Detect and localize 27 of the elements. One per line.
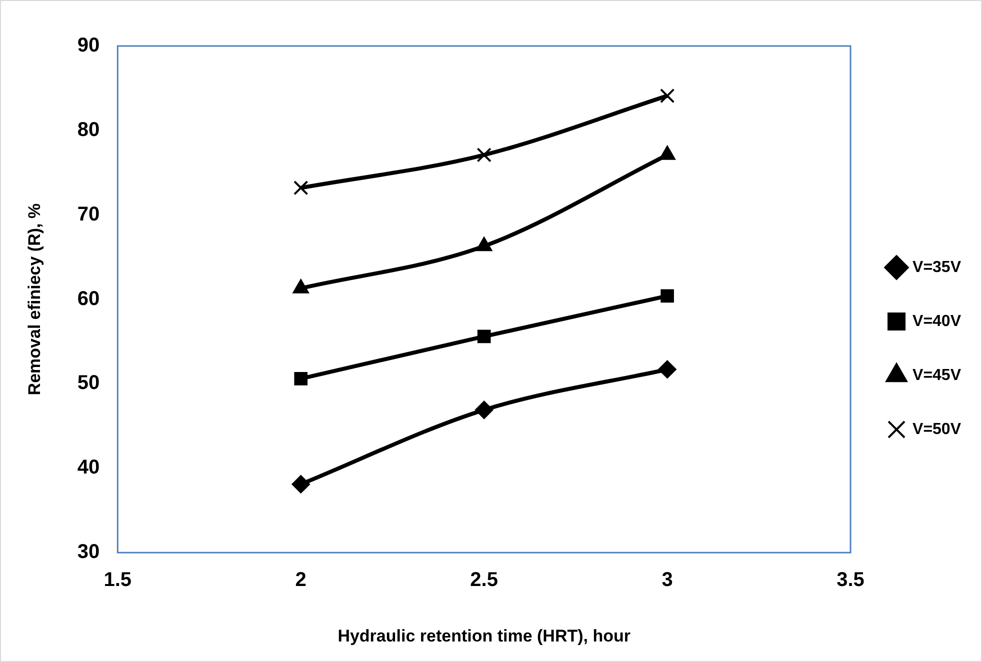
point — [475, 400, 494, 419]
legend-label: V=40V — [912, 312, 962, 330]
y-tick-label: 90 — [77, 34, 100, 57]
point — [476, 148, 492, 162]
x-tick-label: 3.5 — [836, 569, 864, 592]
x-tick-label: 1.5 — [104, 569, 132, 592]
point — [658, 360, 676, 378]
x-tick-label: 2.5 — [470, 569, 498, 592]
legend-label: V=45V — [912, 366, 962, 384]
y-tick-label: 50 — [77, 372, 100, 394]
point — [294, 180, 308, 196]
x-axis-title: Hydraulic retention time (HRT), hour — [338, 626, 631, 646]
y-tick-label: 30 — [77, 541, 100, 564]
y-axis-title: Removal efiniecy (R), % — [24, 203, 44, 396]
y-tick-label: 60 — [77, 288, 100, 310]
x-tick-label: 2 — [295, 569, 306, 592]
y-tick-label: 70 — [77, 203, 100, 226]
legend-label: V=35V — [912, 258, 962, 276]
point — [294, 372, 308, 386]
y-tick-label: 40 — [77, 456, 100, 479]
point — [660, 88, 675, 104]
y-tick-label: 80 — [77, 118, 100, 141]
point — [292, 475, 310, 494]
legend-label: V=50V — [912, 420, 962, 438]
point — [660, 289, 674, 303]
point — [477, 330, 491, 344]
x-tick-label: 3 — [662, 569, 673, 592]
